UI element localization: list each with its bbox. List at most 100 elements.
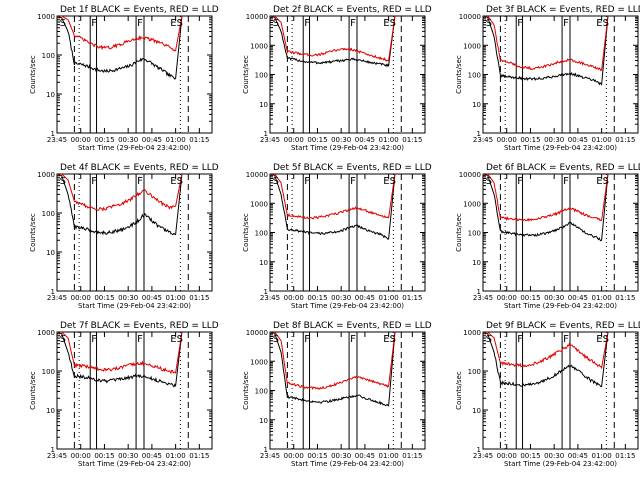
state-marker-label: E [596,176,602,187]
state-marker-label: S [390,18,396,29]
series-group [270,332,396,407]
x-tick-label: 00:30 [544,452,564,460]
y-tick-label: 10000 [246,171,268,179]
events-series-line [57,174,183,236]
state-marker-label: F [350,18,356,29]
x-tick-label: 00:15 [307,136,327,144]
plot-frame [56,15,213,134]
x-tick-label: 00:15 [94,452,114,460]
state-marker-label: F [91,18,97,29]
y-tick-label: 10 [472,259,481,267]
x-tick-label: 00:30 [118,294,138,302]
plot-frame [482,331,639,450]
x-tick-label: 00:00 [284,136,304,144]
y-tick-label: 1 [264,288,268,296]
state-marker-label: E [383,334,389,345]
x-tick-label: 23:45 [47,294,67,302]
x-tick-label: 23:45 [47,136,67,144]
y-tick-label: 100 [468,230,481,238]
lld-series-line [270,16,396,62]
x-tick-label: 01:00 [592,452,612,460]
x-tick-label: 01:00 [379,136,399,144]
x-tick-label: 23:45 [260,294,280,302]
x-tick-label: 00:30 [118,452,138,460]
state-marker-label: F [563,334,569,345]
y-tick-label: 1 [477,130,481,138]
y-tick-label: 10 [46,407,55,415]
x-tick-label: 00:00 [497,294,517,302]
x-tick-label: 00:45 [142,452,162,460]
x-tick-label: 00:00 [71,136,91,144]
y-axis-label: Counts/sec [29,55,37,94]
series-group [57,332,183,388]
y-tick-label: 100 [42,210,55,218]
x-tick-label: 00:30 [331,136,351,144]
panel-title: Det 6f BLACK = Events, RED = LLD [486,163,640,173]
panel-title: Det 3f BLACK = Events, RED = LLD [486,5,640,15]
y-tick-label: 100 [42,368,55,376]
x-tick-label: 00:45 [568,136,588,144]
x-tick-label: 00:30 [331,452,351,460]
x-axis-label: Start Time (29-Feb-04 23:42:00) [78,460,191,468]
y-axis-label: Counts/sec [455,55,463,94]
detector-panel-8: Det 8f BLACK = Events, RED = LLD 1 10 100 10… [242,321,432,468]
x-tick-label: 01:00 [166,452,186,460]
y-tick-label: 10000 [459,13,481,21]
events-series-line [483,332,609,388]
x-tick-label: 23:45 [473,294,493,302]
x-tick-label: 00:45 [142,294,162,302]
y-tick-label: 1000 [463,329,481,337]
state-marker-label: S [603,176,609,187]
state-marker-label: S [390,334,396,345]
x-tick-label: 00:15 [307,294,327,302]
y-tick-label: 1 [51,130,55,138]
series-group [483,16,609,86]
state-marker-label: E [170,176,176,187]
y-tick-label: 100 [468,368,481,376]
panel-title: Det 9f BLACK = Events, RED = LLD [486,321,640,331]
y-tick-label: 100 [255,230,268,238]
x-tick-label: 01:15 [189,452,209,460]
plot-frame [269,331,426,450]
panel-title: Det 4f BLACK = Events, RED = LLD [60,163,219,173]
events-series-line [57,16,183,80]
lld-series-line [57,174,183,212]
x-axis-label: Start Time (29-Feb-04 23:42:00) [291,302,404,310]
y-tick-label: 1000 [250,358,268,366]
series-group [483,174,609,242]
x-tick-label: 00:00 [284,294,304,302]
state-marker-label: F [350,334,356,345]
lld-series-line [483,174,609,222]
x-tick-label: 01:15 [402,452,422,460]
x-tick-label: 23:45 [260,452,280,460]
state-marker-label: E [596,18,602,29]
x-tick-label: 01:15 [615,136,635,144]
x-tick-label: 01:15 [615,452,635,460]
x-tick-label: 23:45 [473,136,493,144]
x-tick-label: 23:45 [260,136,280,144]
plot-frame [269,15,426,134]
x-axis-label: Start Time (29-Feb-04 23:42:00) [78,302,191,310]
y-tick-label: 1 [264,446,268,454]
state-marker-label: E [383,176,389,187]
y-tick-label: 1000 [463,42,481,50]
panel-title: Det 5f BLACK = Events, RED = LLD [273,163,432,173]
x-tick-label: 01:15 [402,294,422,302]
x-tick-label: 01:00 [166,294,186,302]
x-tick-label: 00:45 [142,136,162,144]
series-group [57,16,183,80]
state-marker-label: F [304,176,310,187]
y-axis-label: Counts/sec [29,371,37,410]
state-marker-label: S [603,334,609,345]
y-tick-label: 1 [51,288,55,296]
state-marker-label: S [177,176,183,187]
state-marker-label: F [137,18,143,29]
x-tick-label: 00:30 [331,294,351,302]
x-axis-label: Start Time (29-Feb-04 23:42:00) [78,144,191,152]
x-tick-label: 00:00 [284,452,304,460]
x-tick-label: 00:15 [520,136,540,144]
y-tick-label: 10 [46,91,55,99]
plot-frame [482,15,639,134]
state-marker-label: S [273,334,279,345]
